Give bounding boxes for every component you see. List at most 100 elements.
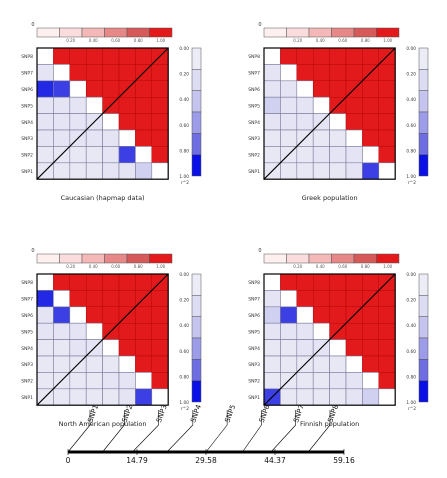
r2-cell [312, 162, 330, 180]
dprime-scale-tick-label: 1.00 [383, 264, 392, 269]
dprime-cell [135, 355, 152, 373]
r2-scale-swatch [418, 154, 429, 177]
diagonal-cell [263, 47, 281, 65]
panel-title: Finnish population [300, 420, 359, 428]
dprime-cell [345, 96, 363, 114]
r2-cell [36, 322, 54, 340]
dprime-scale-tick-label: 1.00 [156, 264, 165, 269]
dprime-cell [118, 290, 136, 308]
dprime-cell [312, 64, 330, 82]
dprime-cell [118, 322, 136, 340]
matrix-frame [263, 273, 396, 406]
dprime-cell [378, 129, 396, 147]
dprime-cell [329, 306, 347, 324]
dprime-cell [329, 273, 347, 291]
axis-tick-label: 0 [66, 456, 71, 465]
dprime-cell [85, 306, 103, 324]
diagonal-cell [85, 322, 103, 340]
r2-scale-swatch [418, 133, 429, 155]
dprime-cell [378, 355, 396, 373]
r2-cell [296, 372, 314, 390]
dprime-scale-tick-label: 0.80 [361, 38, 370, 43]
snp-row-label: SNP2 [21, 379, 33, 385]
panel-title: Caucasian (hapmap data) [61, 194, 145, 202]
dprime-cell [312, 47, 330, 65]
dprime-cell [102, 47, 120, 65]
diagonal-cell [69, 306, 87, 324]
dprime-cell [151, 113, 169, 131]
r2-cell [69, 322, 87, 340]
snp-row-label: SNP8 [21, 280, 33, 286]
snp-row-label: SNP3 [21, 362, 33, 368]
r2-cell [118, 388, 136, 406]
r2-cell [69, 372, 87, 390]
dprime-scale-swatch [81, 27, 105, 38]
dprime-cell [69, 64, 87, 82]
r2-cell [53, 355, 71, 373]
dprime-scale-swatch [36, 253, 60, 264]
snp-row-label: SNP8 [248, 54, 260, 60]
dprime-cell [151, 339, 169, 357]
dprime-cell [118, 96, 136, 114]
dprime-cell [296, 64, 314, 82]
dprime-cell [135, 273, 152, 291]
dprime-cell [151, 64, 169, 82]
r2-cell [36, 339, 54, 357]
dprime-scale-min-label: 0 [258, 22, 261, 28]
r2-scale-tick-label: 0.80 [406, 148, 416, 154]
r2-scale-tick-label: 0.80 [406, 374, 416, 380]
dprime-cell [151, 355, 169, 373]
r2-cell [263, 372, 281, 390]
r2-scale-swatch [191, 111, 202, 134]
heatmap-panel-2: 0 0.20 0.40 0.60 0.80 1.00 SNP8 SNP7 SNP6 SNP5 SNP… [248, 22, 429, 202]
dprime-cell [135, 339, 152, 357]
r2-scale-swatch [191, 295, 202, 317]
dprime-scale-tick-label: 0.60 [111, 38, 120, 43]
r2-scale-tick-label: 1.00 [179, 400, 189, 406]
r2-scale-label: r^2 [408, 180, 416, 186]
dprime-cell [102, 273, 120, 291]
dprime-cell [362, 113, 379, 131]
diagonal-cell [69, 80, 87, 98]
diagonal-cell [151, 388, 169, 406]
r2-cell [53, 322, 71, 340]
snp-row-label: SNP1 [248, 169, 260, 175]
dprime-cell [378, 146, 396, 163]
r2-cell [36, 146, 54, 164]
snp-row-label: SNP1 [248, 395, 260, 401]
r2-cell [329, 129, 347, 147]
dprime-cell [378, 339, 396, 357]
r2-cell [36, 290, 54, 308]
r2-scale-swatch [418, 337, 429, 360]
dprime-cell [362, 322, 379, 340]
diagonal-cell [118, 129, 136, 147]
r2-scale-tick-label: 0.40 [406, 323, 416, 329]
r2-cell [36, 113, 54, 131]
diagonal-cell [85, 96, 103, 114]
snp-row-label: SNP5 [248, 329, 260, 335]
r2-cell [53, 388, 71, 406]
r2-cell [102, 388, 120, 406]
diagonal-line [263, 273, 396, 406]
r2-scale-swatch [191, 316, 202, 339]
r2-cell [53, 113, 71, 131]
dprime-cell [151, 372, 169, 389]
dprime-scale-swatch [104, 253, 128, 264]
dprime-cell [378, 372, 396, 389]
dprime-scale-swatch [353, 253, 377, 264]
dprime-cell [362, 306, 379, 324]
r2-cell [85, 355, 103, 373]
dprime-cell [280, 47, 298, 65]
dprime-cell [102, 306, 120, 324]
r2-cell [280, 355, 298, 373]
r2-scale-label: r^2 [181, 406, 189, 412]
dprime-cell [378, 322, 396, 340]
r2-cell [36, 355, 54, 373]
diagonal-cell [296, 80, 314, 98]
diagonal-cell [296, 306, 314, 324]
snp-connector-line [102, 424, 125, 453]
dprime-scale-tick-label: 0.60 [338, 264, 347, 269]
dprime-cell [345, 339, 363, 357]
dprime-scale-swatch [263, 27, 287, 38]
dprime-scale-tick-label: 0.20 [66, 38, 75, 43]
